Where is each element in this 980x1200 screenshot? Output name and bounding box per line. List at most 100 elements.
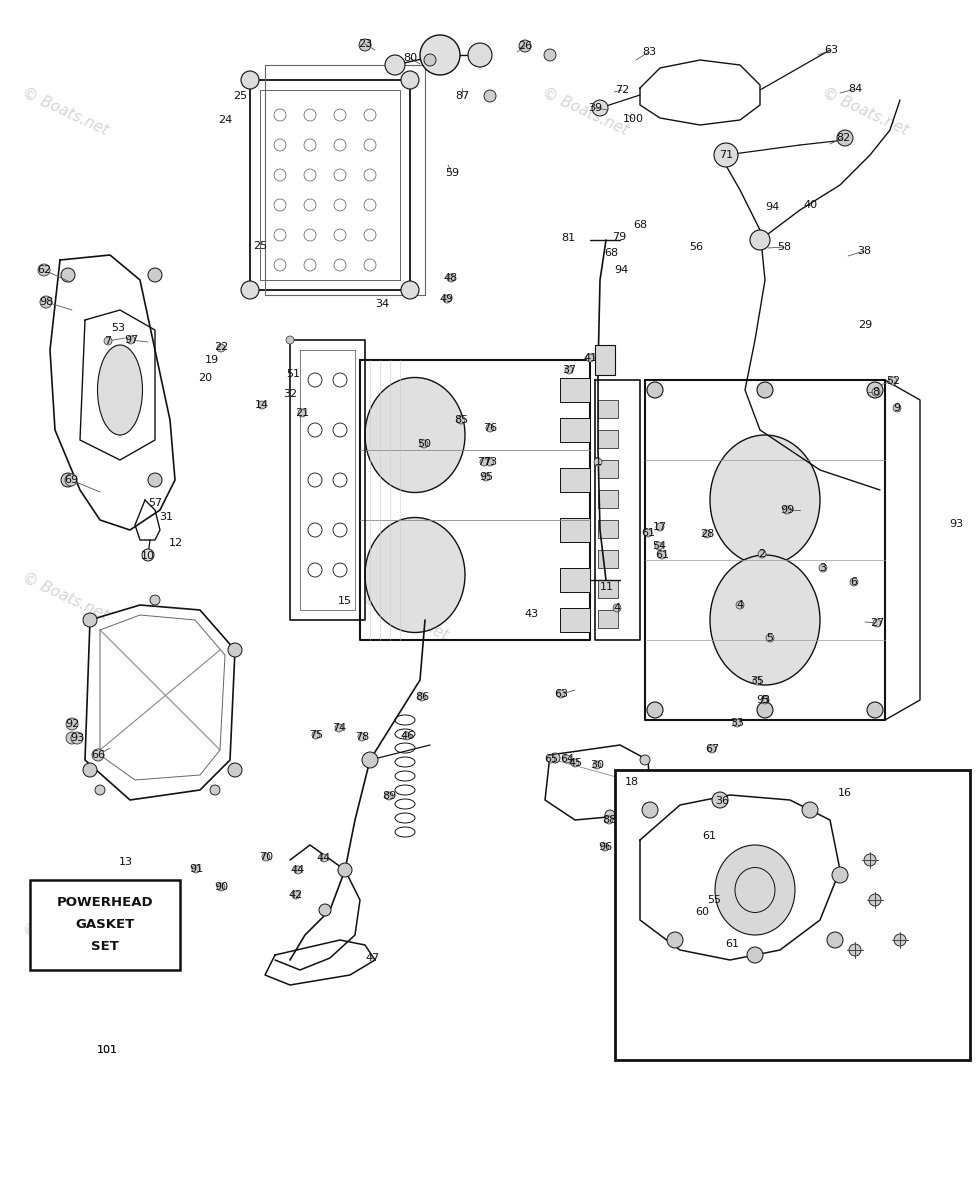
- Circle shape: [601, 842, 609, 851]
- Text: 42: 42: [289, 890, 303, 900]
- Text: 68: 68: [604, 248, 618, 258]
- Text: 69: 69: [64, 475, 78, 485]
- Text: 40: 40: [803, 200, 817, 210]
- Circle shape: [547, 755, 555, 763]
- Text: 77: 77: [477, 457, 491, 467]
- Text: © Boats.net: © Boats.net: [20, 85, 111, 138]
- Circle shape: [867, 382, 883, 398]
- Circle shape: [334, 169, 346, 181]
- Text: 25: 25: [233, 91, 247, 101]
- Text: 50: 50: [417, 439, 431, 449]
- Bar: [598, 550, 618, 568]
- Circle shape: [757, 702, 773, 718]
- Circle shape: [127, 336, 135, 344]
- Text: © Boats.net: © Boats.net: [20, 570, 111, 623]
- Text: 94: 94: [764, 202, 779, 212]
- Circle shape: [38, 264, 50, 276]
- Text: 9: 9: [894, 403, 901, 413]
- Text: 31: 31: [159, 512, 173, 522]
- Text: 43: 43: [524, 608, 538, 619]
- Circle shape: [319, 904, 331, 916]
- Bar: [560, 468, 590, 492]
- Circle shape: [644, 529, 652, 538]
- Text: © Boats.net: © Boats.net: [540, 85, 631, 138]
- Circle shape: [308, 422, 322, 437]
- Circle shape: [703, 530, 711, 538]
- Circle shape: [210, 785, 220, 794]
- Circle shape: [486, 458, 494, 466]
- Circle shape: [656, 523, 664, 530]
- Circle shape: [544, 49, 556, 61]
- Text: 101: 101: [96, 1045, 118, 1055]
- Circle shape: [647, 702, 663, 718]
- Circle shape: [889, 377, 897, 385]
- Circle shape: [424, 54, 436, 66]
- Text: 52: 52: [886, 376, 900, 386]
- Text: 64: 64: [560, 754, 574, 764]
- Bar: [598, 520, 618, 538]
- Circle shape: [819, 564, 827, 572]
- Text: 33: 33: [730, 718, 744, 728]
- Text: GASKET: GASKET: [75, 918, 134, 931]
- Circle shape: [333, 563, 347, 577]
- Circle shape: [217, 883, 225, 890]
- Text: 5: 5: [761, 695, 768, 704]
- Circle shape: [228, 763, 242, 778]
- Circle shape: [66, 718, 78, 730]
- Circle shape: [482, 473, 490, 481]
- Circle shape: [333, 523, 347, 538]
- Ellipse shape: [97, 346, 142, 434]
- Circle shape: [894, 934, 906, 946]
- Text: 55: 55: [707, 895, 721, 905]
- Text: 89: 89: [382, 791, 396, 802]
- Circle shape: [294, 866, 302, 874]
- Text: 1: 1: [595, 457, 602, 467]
- Text: 22: 22: [214, 342, 228, 352]
- Bar: [560, 418, 590, 442]
- Text: 63: 63: [554, 689, 568, 698]
- Circle shape: [258, 401, 266, 409]
- Circle shape: [65, 474, 77, 486]
- Circle shape: [304, 229, 316, 241]
- Text: 59: 59: [445, 168, 459, 178]
- Text: 74: 74: [332, 722, 346, 733]
- Text: 71: 71: [719, 150, 733, 160]
- Text: 79: 79: [612, 232, 626, 242]
- Text: 47: 47: [366, 953, 380, 962]
- Circle shape: [864, 854, 876, 866]
- Circle shape: [362, 752, 378, 768]
- Circle shape: [628, 778, 636, 786]
- Text: 15: 15: [338, 596, 352, 606]
- Text: 100: 100: [622, 114, 644, 124]
- Circle shape: [761, 696, 769, 704]
- Ellipse shape: [710, 434, 820, 565]
- Circle shape: [850, 578, 858, 586]
- Circle shape: [192, 865, 200, 874]
- Ellipse shape: [365, 378, 465, 492]
- Text: 61: 61: [641, 528, 655, 538]
- Circle shape: [364, 229, 376, 241]
- Circle shape: [142, 550, 154, 560]
- Circle shape: [593, 761, 601, 769]
- Circle shape: [733, 719, 741, 727]
- Circle shape: [228, 643, 242, 658]
- Text: 30: 30: [590, 760, 604, 770]
- Circle shape: [334, 259, 346, 271]
- Text: 63: 63: [824, 44, 838, 55]
- Text: 5: 5: [766, 634, 773, 643]
- Text: 4: 4: [736, 600, 744, 610]
- Text: 61: 61: [702, 830, 716, 841]
- Circle shape: [457, 416, 465, 424]
- Circle shape: [304, 169, 316, 181]
- Circle shape: [708, 745, 716, 754]
- Text: 73: 73: [483, 457, 497, 467]
- Circle shape: [308, 523, 322, 538]
- Text: 39: 39: [588, 103, 602, 113]
- Text: 81: 81: [561, 233, 575, 242]
- Text: 37: 37: [562, 365, 576, 374]
- Text: 32: 32: [283, 389, 297, 398]
- Text: 93: 93: [949, 518, 963, 529]
- Text: 86: 86: [415, 692, 429, 702]
- Circle shape: [594, 458, 602, 466]
- Text: 84: 84: [848, 84, 862, 94]
